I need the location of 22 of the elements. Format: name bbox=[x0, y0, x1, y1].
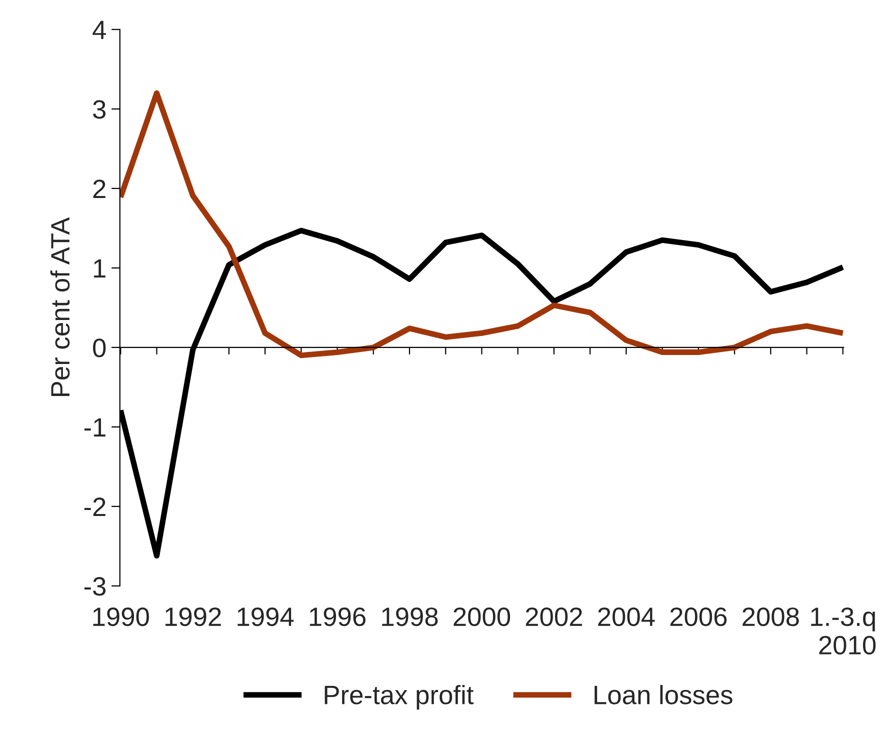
x-tick-label: 2000 bbox=[454, 607, 510, 626]
x-tick-label: 2008 bbox=[742, 607, 799, 626]
x-tick-label: 1998 bbox=[382, 607, 438, 626]
y-tick-label: -1 bbox=[84, 418, 106, 436]
x-tick-label: 1992 bbox=[165, 607, 221, 626]
x-tick-label: 2002 bbox=[526, 607, 582, 626]
y-tick-label: 0 bbox=[93, 338, 106, 358]
x-tick-label: 1994 bbox=[238, 607, 294, 626]
x-tick-label: 1996 bbox=[310, 607, 366, 626]
x-tick-label: 1.-3.q 2010 bbox=[811, 607, 876, 655]
y-tick-label: 4 bbox=[92, 20, 106, 40]
y-tick-label: -2 bbox=[84, 498, 106, 516]
y-tick-label: 1 bbox=[94, 259, 106, 278]
y-tick-label: 2 bbox=[93, 180, 106, 198]
x-tick-label: 2006 bbox=[670, 607, 727, 626]
x-tick-label: 2004 bbox=[598, 607, 655, 626]
y-axis-title: Per cent of ATA bbox=[50, 217, 70, 396]
y-tick-label: -3 bbox=[84, 577, 106, 596]
legend-label: Loan losses bbox=[594, 684, 732, 704]
y-tick-label: 3 bbox=[93, 100, 106, 119]
x-tick-label: 1990 bbox=[93, 607, 149, 626]
legend-label: Pre-tax profit bbox=[324, 684, 474, 710]
